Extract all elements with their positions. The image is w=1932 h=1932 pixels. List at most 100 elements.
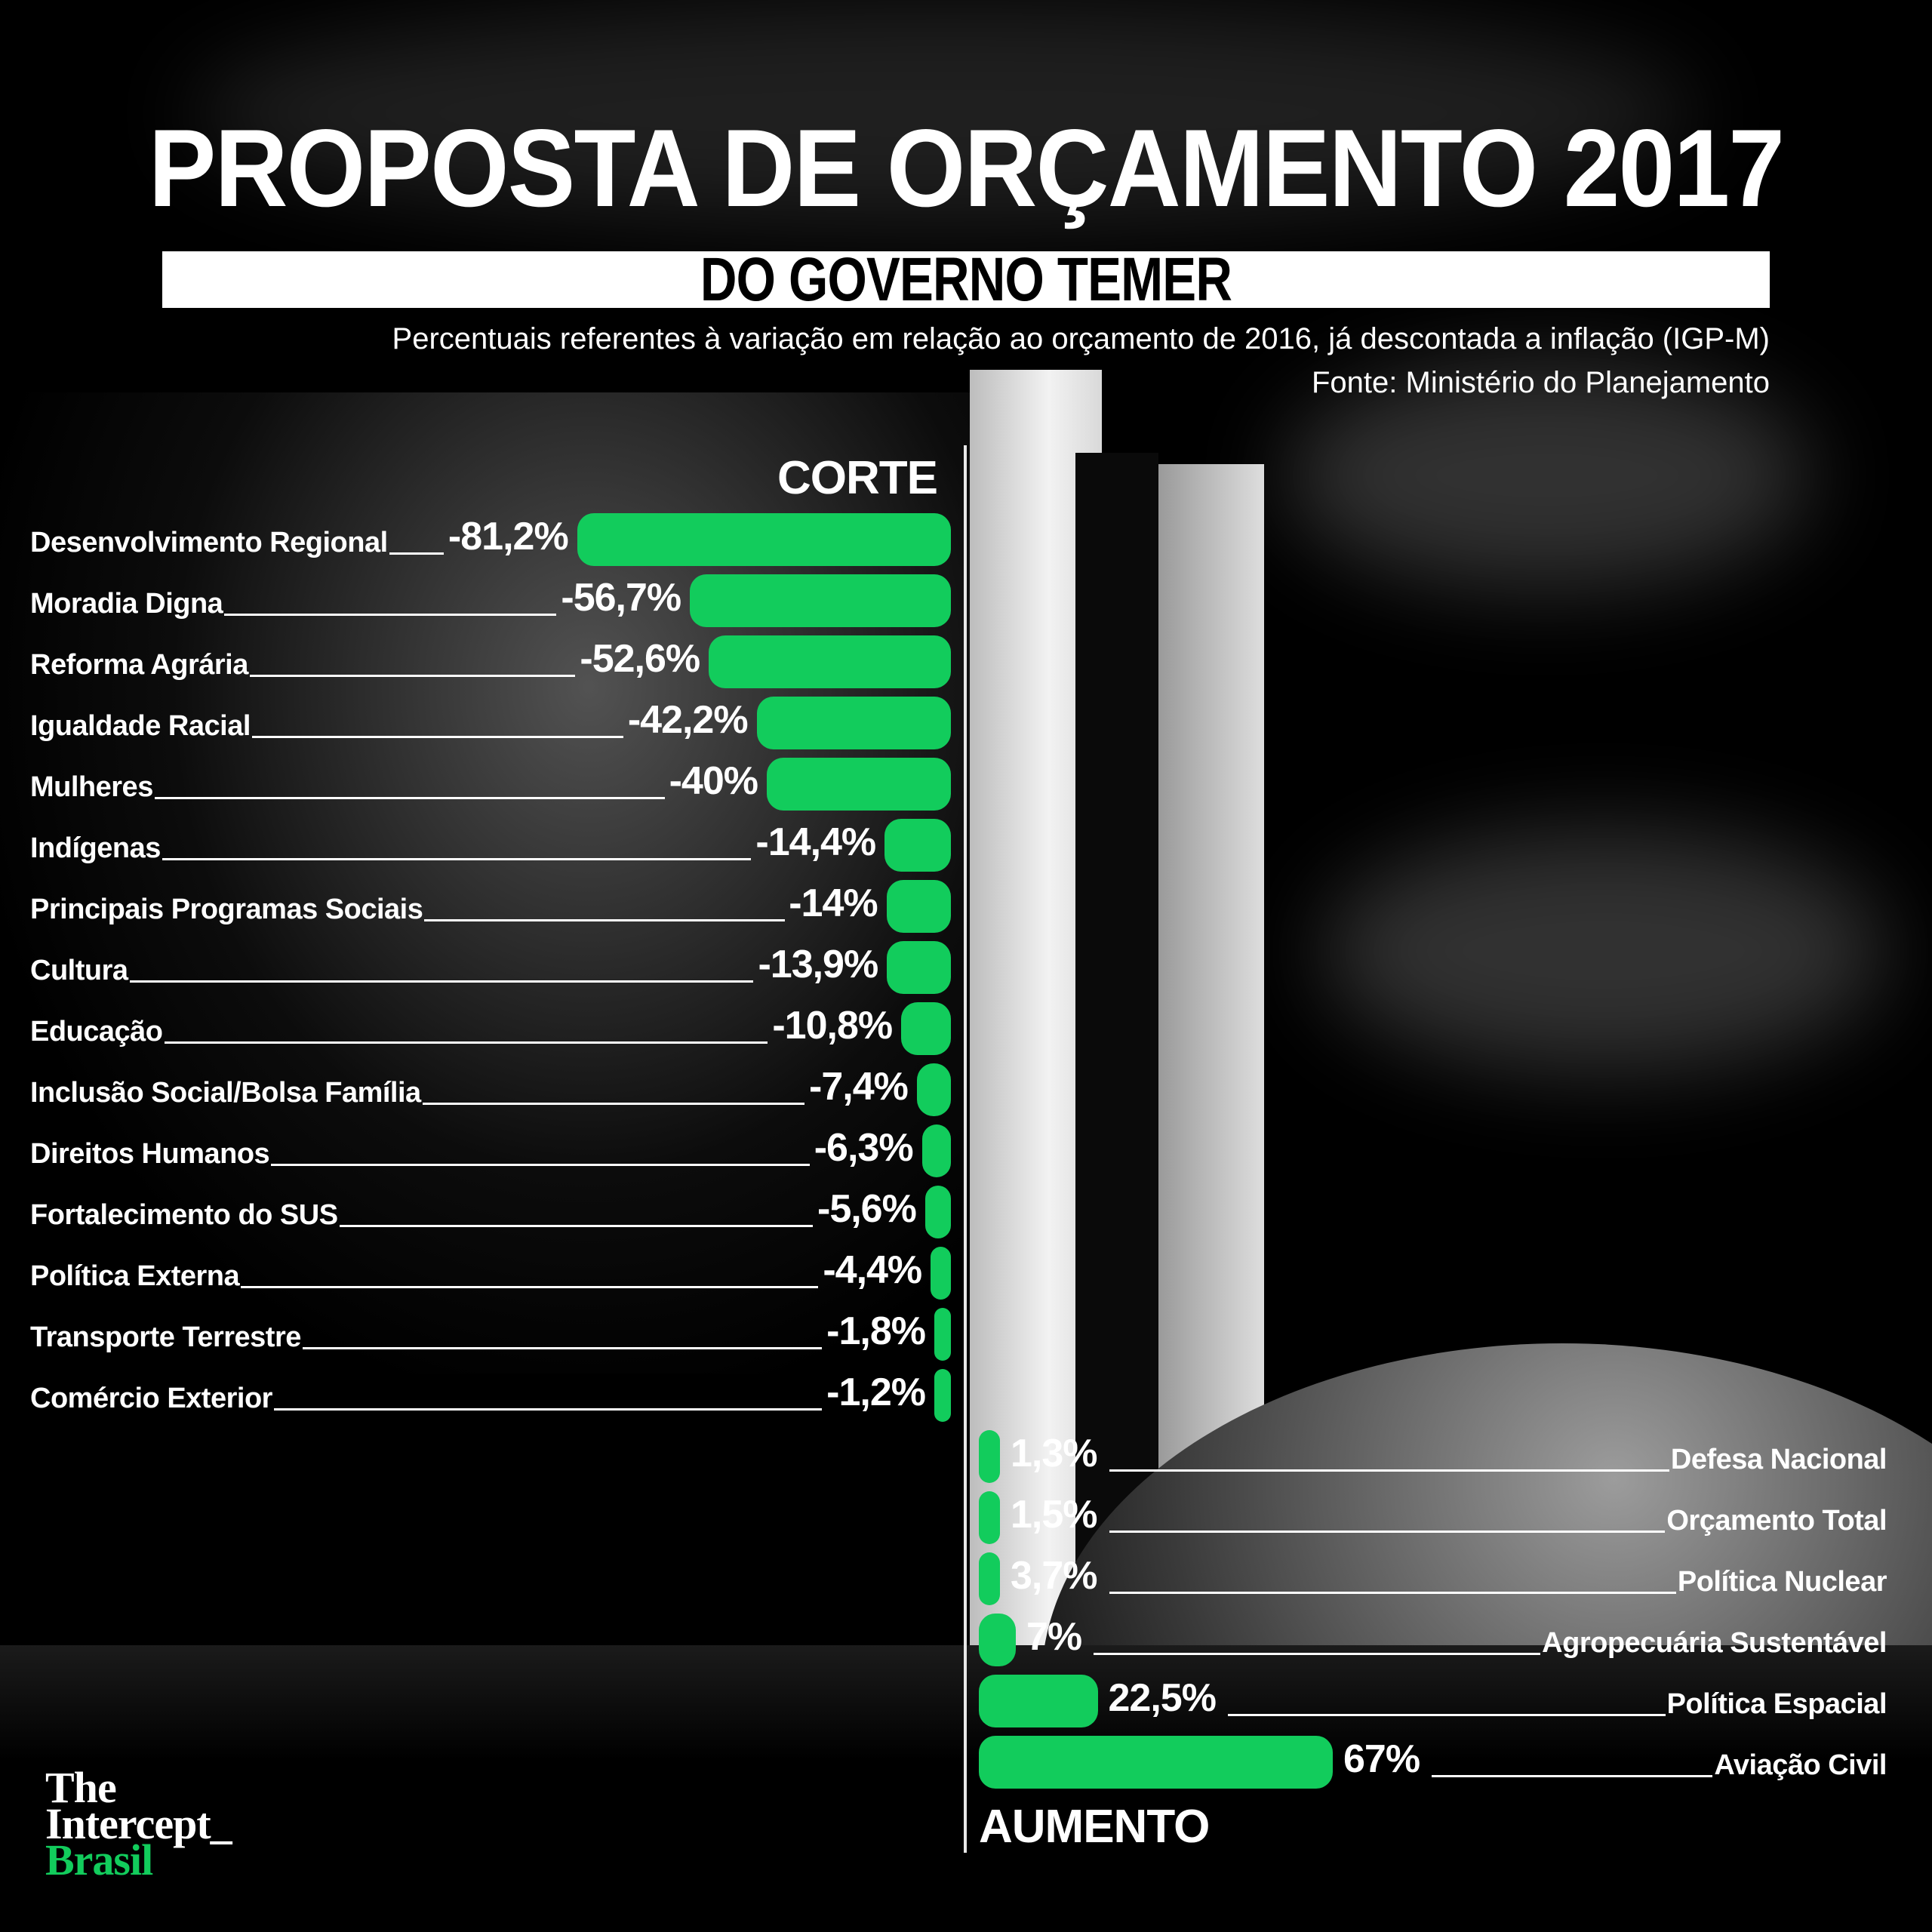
increase-bar [979, 1614, 1016, 1666]
congress-tower-gap [1075, 453, 1158, 1645]
cut-value: -40% [669, 759, 758, 803]
cut-label: Mulheres [30, 771, 153, 803]
cut-bar [934, 1308, 951, 1361]
increase-value: 1,5% [1011, 1493, 1098, 1537]
leader-line [250, 675, 576, 677]
cut-label: Moradia Digna [30, 588, 223, 620]
cut-label: Indígenas [30, 832, 161, 864]
cut-bar [884, 819, 951, 872]
leader-line [1109, 1531, 1665, 1533]
cut-value: -10,8% [772, 1004, 893, 1048]
cut-label: Principais Programas Sociais [30, 894, 423, 925]
leader-line [1094, 1653, 1540, 1655]
cut-label: Comércio Exterior [30, 1383, 272, 1414]
increase-value: 1,3% [1011, 1432, 1098, 1475]
leader-line [1227, 1714, 1666, 1716]
cut-label: Inclusão Social/Bolsa Família [30, 1077, 421, 1109]
increase-value: 7% [1026, 1615, 1082, 1659]
cut-bar [924, 1186, 951, 1238]
logo-line-1: The [45, 1763, 117, 1812]
zero-axis [964, 445, 967, 1853]
cut-label: Política Externa [30, 1260, 240, 1292]
logo-line-2: Intercept_ [45, 1799, 232, 1848]
increase-bar [979, 1491, 1000, 1544]
subtitle: DO GOVERNO TEMER [700, 245, 1232, 314]
source-text: Fonte: Ministério do Planejamento [1312, 366, 1770, 399]
cuts-label: CORTE [777, 452, 938, 504]
cut-value: -13,9% [758, 943, 878, 986]
cut-bar [887, 941, 951, 994]
cut-bar [916, 1063, 951, 1116]
description-text: Percentuais referentes à variação em rel… [392, 322, 1770, 355]
increase-value: 22,5% [1108, 1676, 1217, 1720]
cloud [1321, 830, 1887, 1072]
cut-bar [886, 880, 951, 933]
cloud [189, 0, 1698, 226]
increase-label: Orçamento Total [1666, 1505, 1887, 1537]
cut-value: -6,3% [814, 1126, 914, 1170]
logo-line-3: Brasil [45, 1835, 153, 1884]
leader-line [340, 1225, 813, 1227]
leader-line [241, 1286, 819, 1288]
increase-label: Política Espacial [1666, 1688, 1887, 1720]
leader-line [271, 1164, 810, 1166]
cut-bar [921, 1124, 951, 1177]
increase-bar [979, 1552, 1000, 1605]
leader-line [1109, 1469, 1669, 1472]
increase-bar [979, 1736, 1333, 1789]
leader-line [303, 1347, 822, 1349]
cut-label: Educação [30, 1016, 163, 1048]
logo: The Intercept_ Brasil [45, 1763, 232, 1884]
cut-label: Desenvolvimento Regional [30, 527, 388, 558]
cut-value: -42,2% [627, 698, 749, 742]
cut-bar [934, 1369, 951, 1422]
cut-label: Cultura [30, 955, 128, 986]
leader-line [1109, 1592, 1676, 1594]
leader-line [424, 919, 785, 921]
subtitle-bar: DO GOVERNO TEMER [162, 245, 1770, 314]
leader-line [165, 1041, 768, 1044]
cut-value: -56,7% [561, 576, 681, 620]
cloud [1283, 362, 1811, 589]
cut-value: -5,6% [817, 1187, 917, 1231]
cut-value: -14,4% [755, 820, 876, 864]
cut-value: -1,8% [826, 1309, 926, 1353]
increase-label: Agropecuária Sustentável [1542, 1627, 1887, 1659]
leader-line [274, 1408, 822, 1411]
cut-value: -14% [789, 881, 878, 925]
cut-bar [690, 574, 951, 627]
increase-label: Aviação Civil [1714, 1749, 1887, 1781]
leader-line [252, 736, 623, 738]
cut-label: Reforma Agrária [30, 649, 248, 681]
leader-line [389, 552, 444, 555]
cut-bar [756, 697, 951, 749]
cut-value: -7,4% [809, 1065, 909, 1109]
increases-label: AUMENTO [979, 1801, 1210, 1853]
leader-line [130, 980, 754, 983]
cut-label: Transporte Terrestre [30, 1321, 301, 1353]
page-title: PROPOSTA DE ORÇAMENTO 2017 [148, 106, 1785, 229]
cut-bar [709, 635, 951, 688]
increase-label: Política Nuclear [1677, 1566, 1887, 1598]
leader-line [162, 858, 752, 860]
cut-value: -4,4% [823, 1248, 922, 1292]
increase-label: Defesa Nacional [1670, 1444, 1887, 1475]
increase-bar [979, 1675, 1098, 1727]
cut-bar [577, 513, 951, 566]
cut-bar [901, 1002, 951, 1055]
cut-label: Igualdade Racial [30, 710, 251, 742]
increase-bar [979, 1430, 1000, 1483]
cut-bar [767, 758, 951, 811]
description: Percentuais referentes à variação em rel… [392, 317, 1770, 405]
cut-bar [931, 1247, 951, 1300]
increase-value: 67% [1343, 1737, 1420, 1781]
leader-line [155, 797, 665, 799]
leader-line [224, 614, 557, 616]
increase-value: 3,7% [1011, 1554, 1098, 1598]
cut-label: Direitos Humanos [30, 1138, 270, 1170]
cut-value: -52,6% [580, 637, 700, 681]
cut-value: -81,2% [448, 515, 569, 558]
leader-line [1432, 1775, 1712, 1777]
cut-label: Fortalecimento do SUS [30, 1199, 338, 1231]
